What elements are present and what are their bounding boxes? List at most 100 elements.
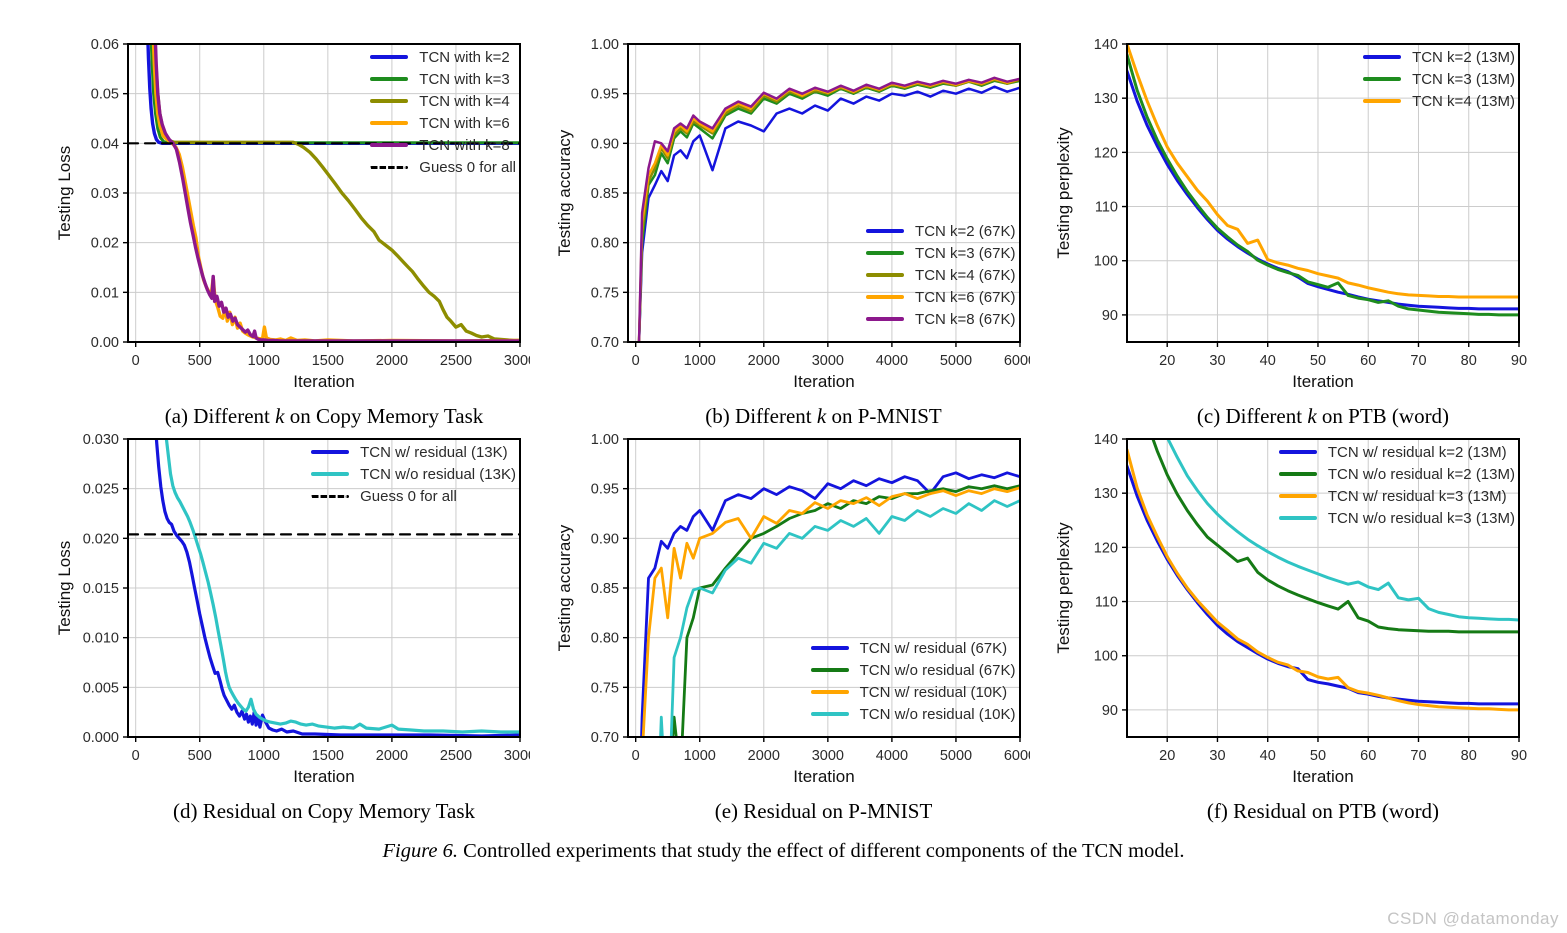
legend-item: TCN with k=4 [370, 90, 516, 112]
legend-label: TCN w/ residual (13K) [360, 443, 508, 461]
legend-label: TCN k=2 (13M) [1412, 48, 1515, 66]
svg-text:2000: 2000 [376, 353, 408, 369]
legend-item: TCN with k=2 [370, 46, 516, 68]
legend-line-swatch [370, 77, 409, 81]
svg-text:Testing accuracy: Testing accuracy [555, 524, 574, 651]
chart-ptb-k: 20 30 40 50 60 70 80 90 90 100 110 120 130 140 Iterati… [1049, 34, 1529, 394]
svg-text:0.03: 0.03 [91, 186, 119, 202]
svg-text:0: 0 [631, 748, 639, 764]
legend-line-swatch [1278, 472, 1317, 476]
svg-text:80: 80 [1461, 748, 1477, 764]
legend-line-swatch [1278, 494, 1317, 498]
legend-label: TCN k=4 (13M) [1412, 92, 1515, 110]
svg-text:5000: 5000 [939, 748, 971, 764]
subcaption-e: (e) Residual on P-MNIST [550, 799, 1030, 824]
legend-label: TCN k=6 (67K) [915, 288, 1016, 306]
legend-line-swatch [866, 251, 905, 255]
svg-text:Iteration: Iteration [1292, 372, 1353, 391]
legend-item: TCN w/ residual k=2 (13M) [1278, 441, 1515, 463]
legend-label: Guess 0 for all [360, 487, 457, 505]
svg-text:40: 40 [1260, 353, 1276, 369]
legend-line-swatch [866, 317, 905, 321]
svg-text:2000: 2000 [376, 748, 408, 764]
legend-line-swatch [1278, 516, 1317, 520]
svg-text:100: 100 [1094, 649, 1118, 665]
svg-text:1000: 1000 [248, 353, 280, 369]
chart-ptb-residual: 20 30 40 50 60 70 80 90 90 100 110 120 130 140 Iterati… [1049, 429, 1529, 789]
legend-item: TCN k=4 (13M) [1363, 90, 1515, 112]
legend-line-swatch [370, 99, 409, 103]
watermark: CSDN @datamonday [1387, 909, 1559, 928]
legend-line-swatch [1363, 77, 1402, 81]
chart-canvas: 0 500 1000 1500 2000 2500 3000 0.000 0.005 0.010 0… [55, 432, 530, 786]
legend-label: TCN k=3 (67K) [915, 244, 1016, 262]
legend-label: TCN k=8 (67K) [915, 310, 1016, 328]
legend: TCN k=2 (13M) TCN k=3 (13M) TCN k=4 (13M) [1363, 46, 1515, 112]
cell-f: 20 30 40 50 60 70 80 90 90 100 110 120 130 140 Iterati… [1049, 429, 1529, 824]
svg-text:1000: 1000 [683, 748, 715, 764]
svg-text:0.06: 0.06 [91, 37, 119, 53]
svg-text:130: 130 [1094, 91, 1118, 107]
subcaption-text: (c) Different [1196, 404, 1308, 428]
svg-text:Testing accuracy: Testing accuracy [555, 129, 574, 256]
svg-text:110: 110 [1095, 200, 1118, 216]
svg-text:Iteration: Iteration [793, 372, 854, 391]
svg-text:0.030: 0.030 [83, 432, 119, 448]
legend-label: TCN w/o residual (13K) [360, 465, 516, 483]
legend-line-swatch [1278, 450, 1317, 454]
svg-text:0.05: 0.05 [91, 87, 119, 103]
svg-text:0.01: 0.01 [91, 285, 119, 301]
svg-text:0.005: 0.005 [83, 680, 119, 696]
legend-dashed-line-swatch [370, 165, 409, 169]
svg-text:130: 130 [1094, 486, 1118, 502]
legend-label: TCN with k=8 [419, 136, 510, 154]
legend-line-swatch [1363, 99, 1402, 103]
subcaption-c: (c) Different k on PTB (word) [1049, 404, 1529, 429]
legend-line-swatch [370, 121, 409, 125]
svg-text:90: 90 [1511, 748, 1527, 764]
svg-text:Testing perplexity: Testing perplexity [1054, 127, 1073, 259]
legend-line-swatch [370, 55, 409, 59]
figure-caption: Figure 6. Controlled experiments that st… [0, 840, 1567, 863]
legend-line-swatch [810, 690, 849, 694]
svg-text:100: 100 [1094, 254, 1118, 270]
svg-text:3000: 3000 [504, 353, 530, 369]
svg-text:1.00: 1.00 [590, 37, 618, 53]
subcaption-italic-k: k [275, 404, 285, 428]
legend-dashed-line-swatch [311, 494, 350, 498]
svg-text:Testing perplexity: Testing perplexity [1054, 522, 1073, 654]
svg-text:0.04: 0.04 [91, 136, 119, 152]
legend-label: TCN with k=4 [419, 92, 510, 110]
subcaption-italic-k: k [1307, 404, 1317, 428]
svg-text:0.70: 0.70 [590, 730, 618, 746]
subcaption-text: (f) Residual on PTB (word) [1206, 799, 1440, 823]
subcaption-d: (d) Residual on Copy Memory Task [50, 799, 530, 824]
legend-line-swatch [810, 712, 849, 716]
legend-item: TCN w/ residual (10K) [810, 681, 1016, 703]
legend-line-swatch [1363, 55, 1402, 59]
legend-label: TCN w/ residual k=2 (13M) [1327, 443, 1507, 461]
legend-item: Guess 0 for all [370, 156, 516, 178]
svg-text:1000: 1000 [683, 353, 715, 369]
subcaption-text: (b) Different [705, 404, 817, 428]
legend-line-swatch [866, 273, 905, 277]
svg-text:2000: 2000 [747, 353, 779, 369]
legend-line-swatch [370, 143, 409, 147]
subcaption-text: (d) Residual on Copy Memory Task [172, 799, 476, 823]
svg-text:5000: 5000 [939, 353, 971, 369]
chart-canvas: 0 500 1000 1500 2000 2500 3000 0.00 0.01 0.02 0.03… [55, 37, 530, 391]
legend-item: TCN w/o residual k=3 (13M) [1278, 507, 1515, 529]
figure-caption-text: Controlled experiments that study the ef… [458, 840, 1185, 862]
svg-text:20: 20 [1159, 748, 1175, 764]
legend-label: Guess 0 for all [419, 158, 516, 176]
svg-text:2500: 2500 [440, 353, 472, 369]
legend-item: TCN w/o residual (10K) [810, 703, 1016, 725]
legend-item: TCN with k=6 [370, 112, 516, 134]
legend-label: TCN w/o residual (10K) [859, 705, 1016, 723]
legend: TCN with k=2 TCN with k=3 TCN with k=4 TCN … [370, 46, 516, 178]
svg-text:0.020: 0.020 [83, 531, 119, 547]
legend-label: TCN with k=2 [419, 48, 510, 66]
